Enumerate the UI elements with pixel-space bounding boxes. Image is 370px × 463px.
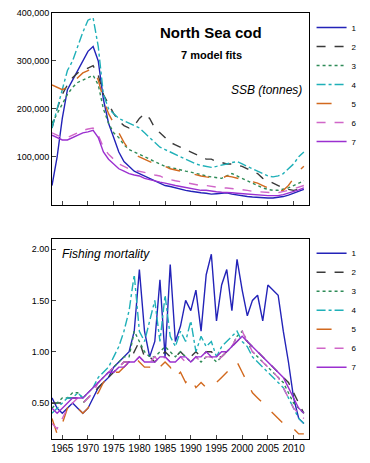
svg-text:2: 2 bbox=[352, 268, 357, 277]
svg-text:200,000: 200,000 bbox=[17, 104, 50, 114]
svg-text:4: 4 bbox=[352, 81, 357, 90]
svg-text:6: 6 bbox=[352, 119, 357, 128]
svg-text:1.00: 1.00 bbox=[32, 347, 50, 357]
svg-text:2: 2 bbox=[352, 43, 357, 52]
svg-text:1980: 1980 bbox=[128, 443, 151, 454]
svg-text:4: 4 bbox=[352, 306, 357, 315]
svg-text:400,000: 400,000 bbox=[17, 8, 50, 18]
svg-text:North Sea cod: North Sea cod bbox=[160, 24, 262, 41]
svg-text:2.00: 2.00 bbox=[32, 244, 50, 254]
svg-text:300,000: 300,000 bbox=[17, 56, 50, 66]
svg-text:7: 7 bbox=[352, 363, 357, 372]
svg-text:2010: 2010 bbox=[282, 443, 305, 454]
svg-text:2000: 2000 bbox=[231, 443, 254, 454]
svg-text:6: 6 bbox=[352, 344, 357, 353]
svg-text:2005: 2005 bbox=[257, 443, 280, 454]
svg-text:1.50: 1.50 bbox=[32, 296, 50, 306]
svg-text:0.50: 0.50 bbox=[32, 398, 50, 408]
svg-text:3: 3 bbox=[352, 287, 357, 296]
svg-text:SSB (tonnes): SSB (tonnes) bbox=[231, 83, 302, 97]
svg-text:1975: 1975 bbox=[103, 443, 126, 454]
svg-text:7 model fits: 7 model fits bbox=[181, 49, 242, 61]
svg-text:1: 1 bbox=[352, 249, 357, 258]
svg-text:1970: 1970 bbox=[77, 443, 100, 454]
svg-text:1965: 1965 bbox=[51, 443, 74, 454]
svg-text:5: 5 bbox=[352, 100, 357, 109]
svg-text:100,000: 100,000 bbox=[17, 152, 50, 162]
svg-text:1995: 1995 bbox=[205, 443, 228, 454]
svg-text:1990: 1990 bbox=[180, 443, 203, 454]
svg-text:7: 7 bbox=[352, 138, 357, 147]
svg-text:1985: 1985 bbox=[154, 443, 177, 454]
svg-text:3: 3 bbox=[352, 62, 357, 71]
svg-text:5: 5 bbox=[352, 325, 357, 334]
svg-text:Fishing mortality: Fishing mortality bbox=[62, 247, 150, 261]
svg-text:1: 1 bbox=[352, 24, 357, 33]
